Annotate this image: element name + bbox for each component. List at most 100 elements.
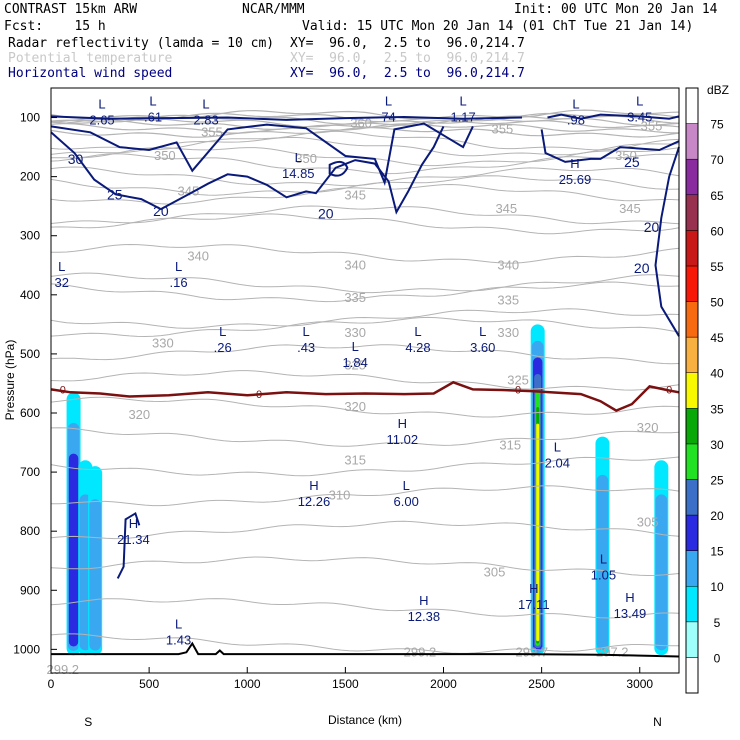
colorbar-swatch [685, 87, 699, 124]
marker-value: 11.02 [386, 432, 418, 447]
terrain-layer [51, 641, 680, 658]
theta-label: 355 [201, 124, 223, 139]
y-tick-label: 800 [20, 524, 40, 538]
field-reflectivity-name: Radar reflectivity (lamda = 10 cm) [8, 36, 275, 51]
south-label: S [84, 715, 92, 729]
colorbar-swatch [685, 301, 699, 338]
wind-contour [654, 146, 680, 337]
colorbar-swatch [685, 123, 699, 160]
wind-contour [328, 160, 349, 177]
theta-label: 330 [152, 335, 174, 350]
colorbar-swatch [685, 230, 699, 267]
freezing-level-label: 0 [60, 384, 66, 396]
low-marker: L [98, 97, 105, 112]
x-tick-label: 1000 [234, 677, 261, 691]
low-marker: L [600, 552, 607, 567]
theta-contour [50, 344, 680, 365]
low-marker: L [219, 324, 226, 339]
theta-label: 335 [344, 290, 366, 305]
marker-value: 25.69 [559, 172, 592, 187]
wind-contour [547, 113, 680, 120]
wind-contour [540, 129, 680, 163]
theta-contour [50, 281, 680, 303]
wind-label: 20 [318, 205, 334, 221]
marker-value: 2.83 [193, 113, 218, 128]
colorbar-tick-label: 20 [710, 509, 724, 523]
wind-contour [50, 122, 474, 187]
y-axis-label: Pressure (hPa) [3, 340, 17, 421]
low-marker: L [479, 324, 486, 339]
wind-label: 20 [153, 203, 169, 219]
colorbar-swatch [685, 585, 699, 623]
field-theta-xy: XY= 96.0, 2.5 to 96.0,214.7 [290, 51, 525, 66]
y-tick-label: 100 [20, 111, 40, 125]
marker-value: 32 [55, 275, 69, 290]
wind-label: 25 [107, 186, 123, 202]
theta-contour [50, 205, 680, 225]
field-theta-name: Potential temperature [8, 51, 173, 66]
theta-contour [50, 112, 680, 123]
colorbar-swatch [685, 550, 699, 587]
theta-label: 330 [497, 325, 519, 340]
theta-contour [50, 427, 680, 447]
theta-label: 315 [499, 438, 521, 453]
freezing-level-label: 0 [666, 384, 672, 396]
theta-label: 345 [619, 201, 641, 216]
colorbar-tick-label: 10 [710, 580, 724, 594]
theta-label: 305 [484, 565, 506, 580]
colorbar-swatch [685, 265, 699, 302]
theta-contour [50, 130, 680, 151]
colorbar-title: dBZ [707, 83, 729, 97]
theta-contour [50, 456, 680, 477]
colorbar-swatch [685, 621, 699, 658]
wind-label: 25 [624, 154, 640, 170]
colorbar-tick-label: 25 [710, 473, 724, 487]
marker-value: .61 [144, 110, 162, 125]
x-tick-label: 500 [139, 677, 159, 691]
theta-contour [51, 485, 680, 507]
colorbar-swatch [685, 408, 699, 445]
low-marker: L [385, 94, 392, 109]
marker-value: 3.60 [470, 340, 495, 355]
marker-value: 1.17 [450, 110, 475, 125]
terrain-line [51, 641, 680, 658]
low-marker: L [149, 94, 156, 109]
colorbar-swatch [685, 479, 699, 516]
model-title: CONTRAST 15km ARW [4, 2, 138, 17]
high-marker: H [309, 478, 318, 493]
x-axis-label: Distance (km) [328, 713, 402, 727]
low-marker: L [414, 324, 421, 339]
freezing-level-label: 0 [515, 384, 521, 396]
marker-value: 12.38 [408, 609, 441, 624]
field-wind-name: Horizontal wind speed [8, 66, 173, 81]
colorbar-swatch [685, 514, 699, 551]
theta-contour [50, 556, 680, 577]
y-tick-label: 600 [20, 406, 40, 420]
marker-value: 17.11 [518, 597, 550, 612]
valid-time: Valid: 15 UTC Mon 20 Jan 14 (01 ChT Tue … [302, 19, 694, 34]
plot-frame [50, 87, 680, 674]
colorbar-tick-label: 45 [710, 331, 724, 345]
center-name: NCAR/MMM [242, 2, 305, 17]
marker-value: 6.00 [394, 494, 419, 509]
low-marker: L [175, 617, 182, 632]
reflectivity-layer [66, 324, 669, 656]
colorbar-tick-label: 75 [710, 118, 724, 132]
freezing-level-label: 0 [256, 389, 262, 401]
forecast-hour: Fcst: 15 h [4, 19, 106, 34]
reflectivity-cell [89, 499, 102, 651]
colorbar-tick-label: 60 [710, 224, 724, 238]
theta-label: 315 [344, 452, 366, 467]
high-low-markers-layer: L2.65L.61L2.83L74L1.17L.98L3.45L14.85H25… [55, 94, 653, 648]
high-marker: H [129, 516, 138, 531]
theta-contour [50, 598, 680, 619]
theta-label: 310 [329, 488, 351, 503]
colorbar-tick-label: 5 [714, 616, 721, 630]
theta-contour [50, 370, 680, 391]
colorbar-tick-label: 65 [710, 189, 724, 203]
colorbar-tick-label: 30 [710, 438, 724, 452]
theta-contour [50, 308, 680, 329]
theta-label: 299.7 [516, 644, 549, 659]
theta-contour [50, 396, 680, 418]
